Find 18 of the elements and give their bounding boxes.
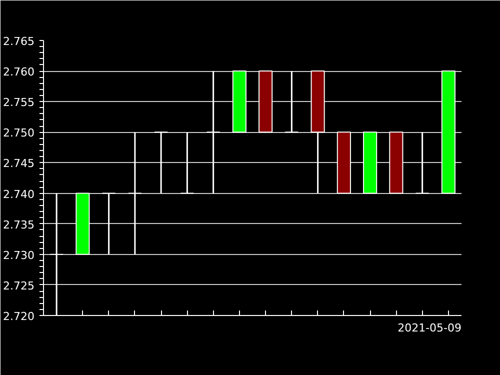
candlestick — [206, 70, 220, 194]
candlestick — [180, 131, 194, 194]
candlestick — [154, 131, 168, 194]
y-tick-label: 2.755 — [3, 96, 35, 110]
candlestick — [415, 131, 430, 194]
y-tick-label: 2.760 — [3, 66, 35, 79]
candlestick — [102, 192, 116, 256]
candlestick — [128, 131, 142, 256]
y-tick-label: 2.720 — [3, 310, 35, 323]
y-tick-label: 2.745 — [3, 157, 35, 170]
text: 2021-05-09 — [398, 322, 462, 334]
y-tick-label: 2.725 — [3, 279, 35, 292]
y-tick-label: 2.765 — [3, 35, 35, 48]
y-tick-label: 2.730 — [3, 248, 35, 262]
candlestick — [284, 70, 299, 133]
y-tick-label: 2.740 — [3, 188, 35, 201]
y-tick-label: 2.735 — [3, 218, 35, 232]
y-tick-label: 2.750 — [3, 126, 35, 140]
